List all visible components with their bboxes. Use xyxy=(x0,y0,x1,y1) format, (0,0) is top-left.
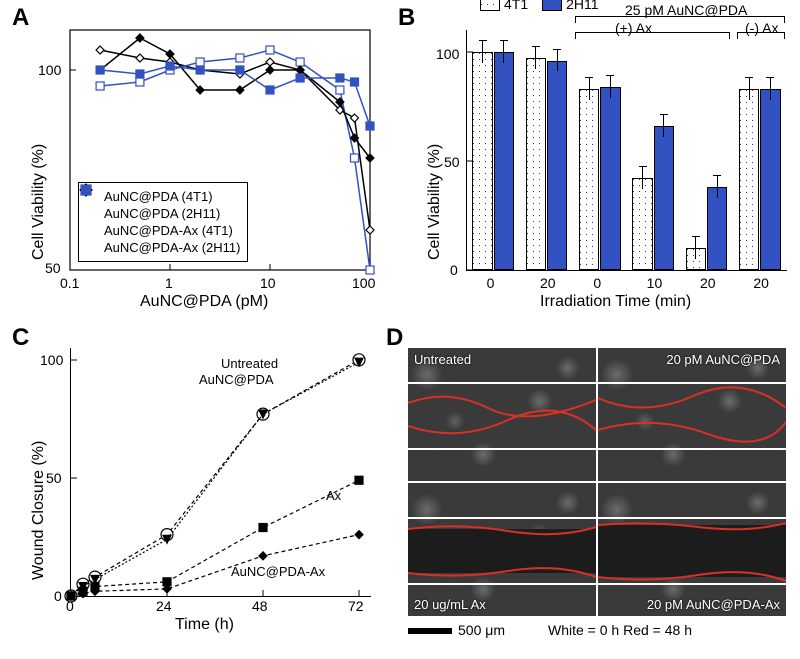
legend-label: AuNC@PDA (2H11) xyxy=(104,206,220,221)
square-filled-icon xyxy=(85,241,99,255)
micrograph-cell: 20 pM AuNC@PDA-Ax xyxy=(598,483,786,616)
micrograph-cell: 20 pM AuNC@PDA xyxy=(598,348,786,481)
panel-b-ylabel: Cell Viability (%) xyxy=(426,144,444,260)
diamond-filled-icon xyxy=(85,224,99,238)
panel-c-label: C xyxy=(12,324,29,352)
legend-row: AuNC@PDA (4T1) xyxy=(85,189,241,204)
legend-row: AuNC@PDA-Ax (4T1) xyxy=(85,223,241,238)
bar xyxy=(707,187,727,270)
panel-c-chart: Untreated AuNC@PDA Ax AuNC@PDA-Ax xyxy=(70,348,371,597)
blue-swatch-icon xyxy=(542,0,562,11)
panel-b-annot-plus: (+) Ax xyxy=(615,20,652,36)
panel-d-legend-text: White = 0 h Red = 48 h xyxy=(548,622,692,638)
series-label: AuNC@PDA xyxy=(199,372,274,387)
legend-label: AuNC@PDA-Ax (2H11) xyxy=(104,240,241,255)
micrograph-cell: 20 ug/mL Ax xyxy=(408,483,596,616)
legend-label: AuNC@PDA (4T1) xyxy=(104,189,213,204)
panel-d-label: D xyxy=(386,324,403,352)
panel-a-ylabel: Cell Viability (%) xyxy=(30,144,48,260)
panel-c-ylabel: Wound Closure (%) xyxy=(30,441,48,580)
bar xyxy=(654,126,674,270)
series-label: Untreated xyxy=(221,356,278,371)
panel-b-chart: 25 pM AuNC@PDA (+) Ax (-) Ax xyxy=(466,30,787,271)
figure-root: A AuNC@PD xyxy=(0,0,800,659)
panel-d-grid: Untreated 20 pM AuNC@PDA 20 ug/mL Ax 20 … xyxy=(408,348,788,618)
bar xyxy=(600,87,620,270)
panel-a-legend: AuNC@PDA (4T1) AuNC@PDA (2H11) AuNC@PDA-… xyxy=(78,182,248,262)
bar xyxy=(526,58,546,270)
bracket-icon xyxy=(737,32,785,33)
panel-a-xlabel: AuNC@PDA (pM) xyxy=(140,293,268,311)
panel-b-bars xyxy=(467,30,787,270)
panel-b-xlabel: Irradiation Time (min) xyxy=(540,293,691,311)
panel-b-annot-minus: (-) Ax xyxy=(745,20,778,36)
bar xyxy=(547,61,567,270)
legend-label: 4T1 xyxy=(504,0,528,12)
bar xyxy=(760,89,780,270)
bar xyxy=(494,52,514,270)
bar xyxy=(739,89,759,270)
bracket-icon xyxy=(575,16,785,17)
panel-c-xlabel: Time (h) xyxy=(175,616,234,634)
panel-a-chart: AuNC@PDA (4T1) AuNC@PDA (2H11) AuNC@PDA-… xyxy=(70,30,370,270)
bar xyxy=(472,52,492,270)
scalebar-label: 500 μm xyxy=(458,622,505,638)
bracket-icon xyxy=(575,32,730,33)
series-label: Ax xyxy=(326,488,341,503)
bar xyxy=(632,178,652,270)
square-open-icon xyxy=(85,207,99,221)
bar xyxy=(579,89,599,270)
panel-a-label: A xyxy=(12,4,29,32)
panel-b-legend: 4T1 2H11 xyxy=(480,0,599,12)
series-label: AuNC@PDA-Ax xyxy=(231,564,325,579)
legend-row: AuNC@PDA-Ax (2H11) xyxy=(85,240,241,255)
legend-label: AuNC@PDA-Ax (4T1) xyxy=(104,223,233,238)
hatched-swatch-icon xyxy=(480,0,500,11)
panel-b-label: B xyxy=(398,4,415,32)
scalebar-icon xyxy=(408,628,452,634)
legend-label: 2H11 xyxy=(566,0,598,12)
legend-row: AuNC@PDA (2H11) xyxy=(85,206,241,221)
micrograph-cell: Untreated xyxy=(408,348,596,481)
